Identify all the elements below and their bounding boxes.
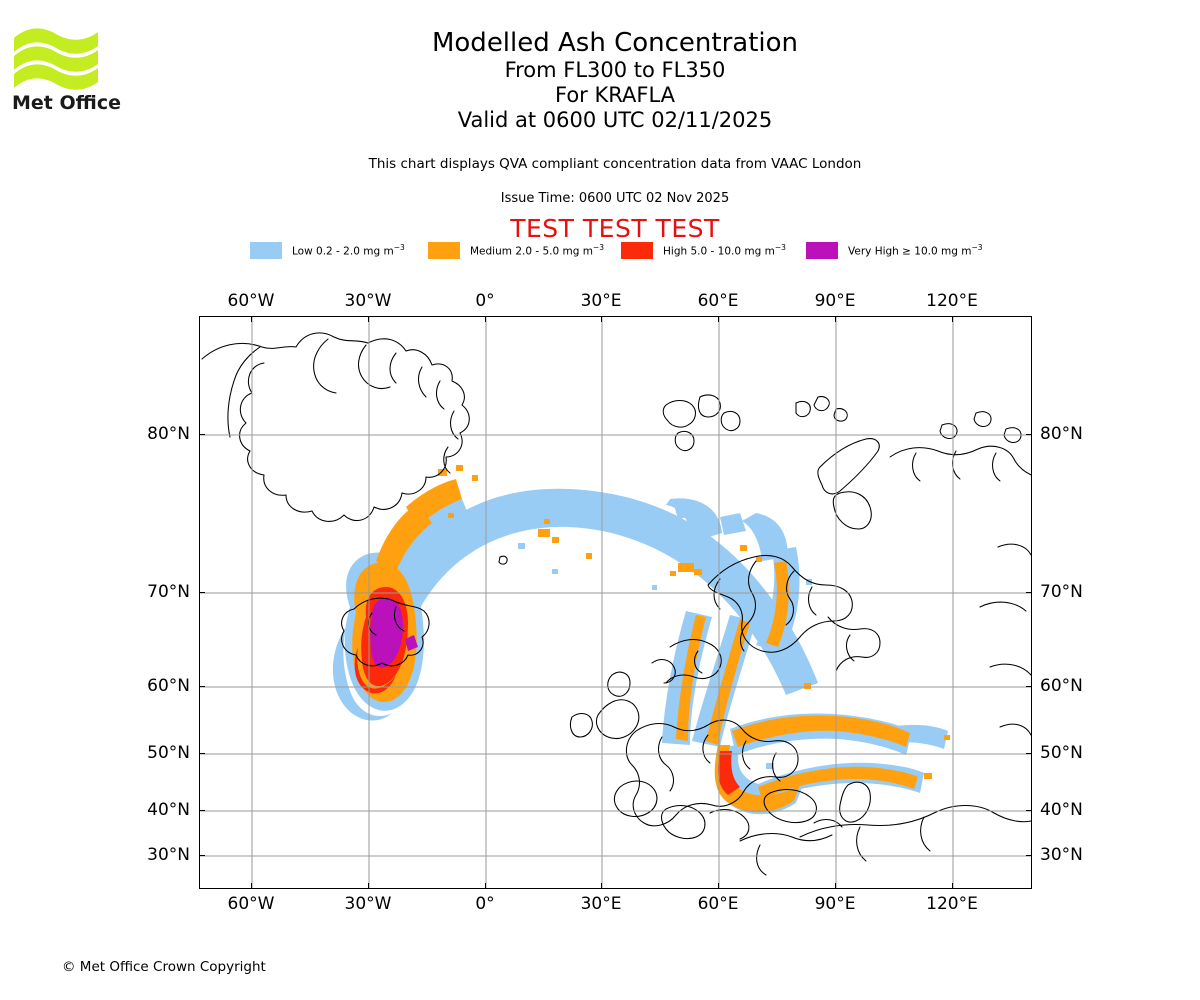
lat-tick-80: [199, 434, 205, 435]
lon-tick--30: [368, 316, 369, 322]
legend-label-high: High 5.0 - 10.0 mg m−3: [663, 242, 786, 258]
lon-label--30-bot: 30°W: [344, 894, 392, 914]
title-block: Modelled Ash Concentration From FL300 to…: [200, 28, 1030, 133]
lat-label-60-left: 60°N: [147, 676, 190, 696]
lon-label-120-bot: 120°E: [926, 894, 978, 914]
lat-tick-50: [199, 753, 205, 754]
legend-item-high: High 5.0 - 10.0 mg m−3: [621, 240, 786, 260]
legend-swatch-low: [250, 241, 282, 259]
lat-tick-80: [1026, 434, 1032, 435]
legend-swatch-high: [621, 241, 653, 259]
legend-swatch-very-high: [806, 241, 838, 259]
lat-label-40-right: 40°N: [1040, 800, 1083, 820]
chart-note: This chart displays QVA compliant concen…: [368, 156, 862, 172]
lat-tick-40: [1026, 810, 1032, 811]
map-gridlines: [200, 317, 1031, 888]
lon-label-30-bot: 30°E: [580, 894, 622, 914]
met-office-waves-icon: Met Office: [12, 28, 121, 114]
lon-label-90-bot: 90°E: [814, 894, 856, 914]
lon-tick-30: [601, 316, 602, 322]
lon-label--60-top: 60°W: [227, 291, 275, 311]
lon-label--30-top: 30°W: [344, 291, 392, 311]
lon-tick-60: [718, 883, 719, 889]
issue-time: Issue Time: 0600 UTC 02 Nov 2025: [500, 191, 730, 206]
coastlines: [201, 332, 1031, 876]
lon-label-0-bot: 0°: [475, 894, 495, 914]
lat-tick-40: [199, 810, 205, 811]
flight-level-subtitle: From FL300 to FL350: [504, 58, 726, 82]
lon-tick-30: [601, 883, 602, 889]
lat-label-70-left: 70°N: [147, 582, 190, 602]
legend-item-medium: Medium 2.0 - 5.0 mg m−3: [428, 240, 604, 260]
lat-label-30-right: 30°N: [1040, 845, 1083, 865]
legend-swatch-medium: [428, 241, 460, 259]
lat-label-40-left: 40°N: [147, 800, 190, 820]
ash-layer-medium: [352, 465, 950, 813]
lon-tick-90: [835, 883, 836, 889]
volcano-subtitle: For KRAFLA: [555, 83, 675, 107]
lon-label--60-bot: 60°W: [227, 894, 275, 914]
lat-tick-30: [1026, 855, 1032, 856]
legend-label-low: Low 0.2 - 2.0 mg m−3: [292, 242, 405, 258]
valid-time-subtitle: Valid at 0600 UTC 02/11/2025: [457, 108, 773, 132]
lon-label-120-top: 120°E: [926, 291, 978, 311]
lon-label-0-top: 0°: [475, 291, 495, 311]
lon-tick--30: [368, 883, 369, 889]
ash-layer-low: [332, 488, 948, 815]
page-title: Modelled Ash Concentration: [431, 28, 799, 58]
lon-label-90-top: 90°E: [814, 291, 856, 311]
legend-item-very-high: Very High ≥ 10.0 mg m−3: [806, 240, 983, 260]
lon-tick-0: [485, 883, 486, 889]
lon-label-30-top: 30°E: [580, 291, 622, 311]
lon-label-60-bot: 60°E: [697, 894, 739, 914]
legend-item-low: Low 0.2 - 2.0 mg m−3: [250, 240, 405, 260]
test-banner: TEST TEST TEST: [510, 214, 720, 243]
lat-label-30-left: 30°N: [147, 845, 190, 865]
copyright-footer: © Met Office Crown Copyright: [62, 959, 266, 975]
lon-tick-0: [485, 316, 486, 322]
lat-label-60-right: 60°N: [1040, 676, 1083, 696]
legend-label-very-high: Very High ≥ 10.0 mg m−3: [848, 242, 983, 258]
ash-concentration-map: [199, 316, 1032, 889]
lat-label-50-right: 50°N: [1040, 743, 1083, 763]
met-office-logo: Met Office: [12, 22, 122, 114]
lon-tick-120: [952, 883, 953, 889]
lat-tick-50: [1026, 753, 1032, 754]
map-canvas: [200, 317, 1031, 888]
lat-label-50-left: 50°N: [147, 743, 190, 763]
lat-label-70-right: 70°N: [1040, 582, 1083, 602]
lon-tick-60: [718, 316, 719, 322]
concentration-legend: Low 0.2 - 2.0 mg m−3 Medium 2.0 - 5.0 mg …: [250, 240, 1010, 260]
lat-tick-60: [1026, 686, 1032, 687]
lon-tick-120: [952, 316, 953, 322]
lon-label-60-top: 60°E: [697, 291, 739, 311]
met-office-wordmark: Met Office: [12, 92, 121, 114]
lat-label-80-right: 80°N: [1040, 424, 1083, 444]
lon-tick-90: [835, 316, 836, 322]
lat-tick-60: [199, 686, 205, 687]
lat-tick-70: [199, 592, 205, 593]
lat-tick-70: [1026, 592, 1032, 593]
lon-tick--60: [251, 883, 252, 889]
legend-label-medium: Medium 2.0 - 5.0 mg m−3: [470, 242, 605, 258]
lat-tick-30: [199, 855, 205, 856]
lon-tick--60: [251, 316, 252, 322]
lat-label-80-left: 80°N: [147, 424, 190, 444]
